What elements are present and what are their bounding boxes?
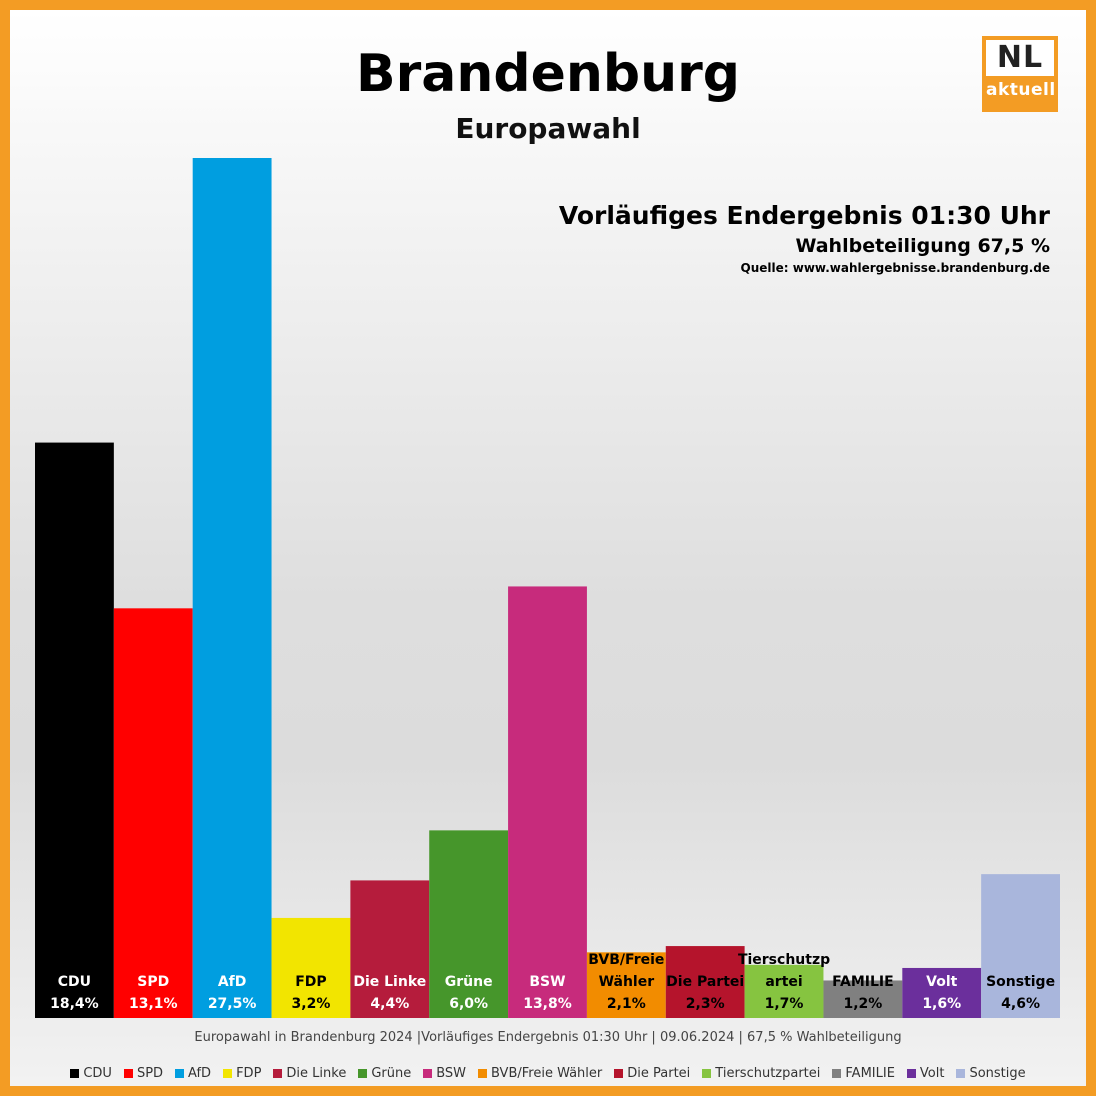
bar-value-label: 2,1% [607,996,646,1012]
bar-value-label: 18,4% [50,996,99,1012]
footnote: Europawahl in Brandenburg 2024 |Vorläufi… [194,1030,902,1045]
bar-value-label: 13,8% [523,996,572,1012]
bar-value-label: 27,5% [208,996,257,1012]
legend-label: CDU [83,1066,112,1081]
legend-item: AfD [175,1066,211,1081]
legend-swatch [123,1069,133,1078]
legend-swatch [358,1069,368,1078]
bar-value-label: 6,0% [449,996,488,1012]
legend-swatch [614,1069,624,1078]
legend-label: Tierschutzpartei [715,1066,821,1081]
bar-value-label: 13,1% [129,996,178,1012]
bar-value-label: 2,3% [686,996,725,1012]
legend-label: Die Partei [627,1066,691,1081]
bar [744,964,824,1018]
legend-label: Grüne [371,1066,412,1081]
bar-category-label: CDU [58,974,91,990]
bar-category-label: AfD [218,974,247,990]
legend: CDU SPD AfD FDP Die Linke Grüne BSW BVB/Freie W… [10,1066,1086,1081]
legend-swatch [906,1069,916,1078]
bar-category-label: Sonstige [986,974,1055,990]
legend-item: Volt [906,1066,945,1081]
bar-category-label: Tierschutzp [738,952,830,968]
bar [902,967,982,1018]
bar-category-label: SPD [137,974,169,990]
legend-label: AfD [188,1066,212,1081]
legend-item: Sonstige [956,1066,1026,1081]
chart-title: Brandenburg [355,44,740,104]
bar [429,830,509,1018]
nl-aktuell-logo: NL aktuell [982,36,1058,112]
source-label: Quelle: www.wahlergebnisse.brandenburg.d… [740,261,1050,275]
bar-value-label: 4,6% [1001,996,1040,1012]
legend-item: FAMILIE [832,1066,895,1081]
legend-label: Die Linke [286,1066,347,1081]
turnout-label: Wahlbeteiligung 67,5 % [795,235,1050,257]
bar-category-label: Wähler [599,974,655,990]
bar-category-label: artei [765,974,802,990]
logo-aktuell-text: aktuell [986,80,1056,100]
legend-swatch [478,1069,488,1078]
bar-value-label: 3,2% [292,996,331,1012]
bar-category-label: Die Partei [666,974,744,990]
bar [981,874,1060,1018]
legend-item: Die Partei [614,1066,690,1081]
bar-chart: CDU 18,4% SPD 13,1% AfD 27,5% FDP 3,2% Die Linke… [35,158,1060,1019]
legend-label: SPD [136,1066,164,1081]
legend-item: BSW [423,1066,466,1081]
legend-swatch [423,1069,433,1078]
legend-label: BSW [436,1066,467,1081]
legend-item: BVB/Freie Wähler [478,1066,602,1081]
legend-label: BVB/Freie Wähler [491,1066,603,1081]
legend-swatch [832,1069,842,1078]
bar-category-label: Grüne [445,974,493,990]
bar-category-label: FAMILIE [832,974,894,990]
legend-item: FDP [223,1066,261,1081]
bar [271,917,351,1018]
bar [113,608,193,1018]
legend-item: Die Linke [273,1066,346,1081]
legend-item: Grüne [358,1066,411,1081]
bar-category-label: BSW [529,974,565,990]
bar [823,980,903,1018]
bar-category-label: Volt [926,974,957,990]
legend-label: Volt [919,1066,945,1081]
bar [192,158,272,1018]
bar-category-label: BVB/Freie [588,952,664,968]
legend-swatch [223,1069,233,1078]
chart-subtitle: Europawahl [455,112,641,145]
bar [586,952,666,1018]
bar-category-label: FDP [295,974,326,990]
legend-label: FAMILIE [845,1066,895,1081]
bar-value-label: 1,7% [765,996,804,1012]
legend-item: Tierschutzpartei [702,1066,820,1081]
bar [508,586,587,1018]
bar-value-label: 4,4% [370,996,409,1012]
legend-label: Sonstige [969,1066,1026,1081]
bar-value-label: 1,6% [922,996,961,1012]
bar [350,880,430,1018]
legend-swatch [70,1069,80,1078]
result-status: Vorläufiges Endergebnis 01:30 Uhr [558,201,1050,230]
legend-swatch [175,1069,185,1078]
legend-swatch [273,1069,283,1078]
legend-swatch [956,1069,966,1078]
bar-value-label: 1,2% [843,996,882,1012]
bar [665,946,745,1018]
legend-item: SPD [123,1066,164,1081]
bar [35,442,114,1019]
legend-item: CDU [70,1066,112,1081]
bar-category-label: Die Linke [353,974,426,990]
legend-swatch [702,1069,712,1078]
logo-nl-text: NL [986,40,1054,76]
legend-label: FDP [236,1066,262,1081]
